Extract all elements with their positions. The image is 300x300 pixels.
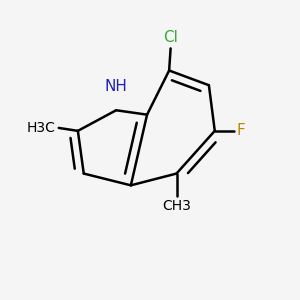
Text: NH: NH <box>105 79 128 94</box>
Text: F: F <box>237 123 246 138</box>
Text: Cl: Cl <box>163 31 178 46</box>
Text: CH3: CH3 <box>162 199 191 213</box>
Text: H3C: H3C <box>27 121 56 135</box>
